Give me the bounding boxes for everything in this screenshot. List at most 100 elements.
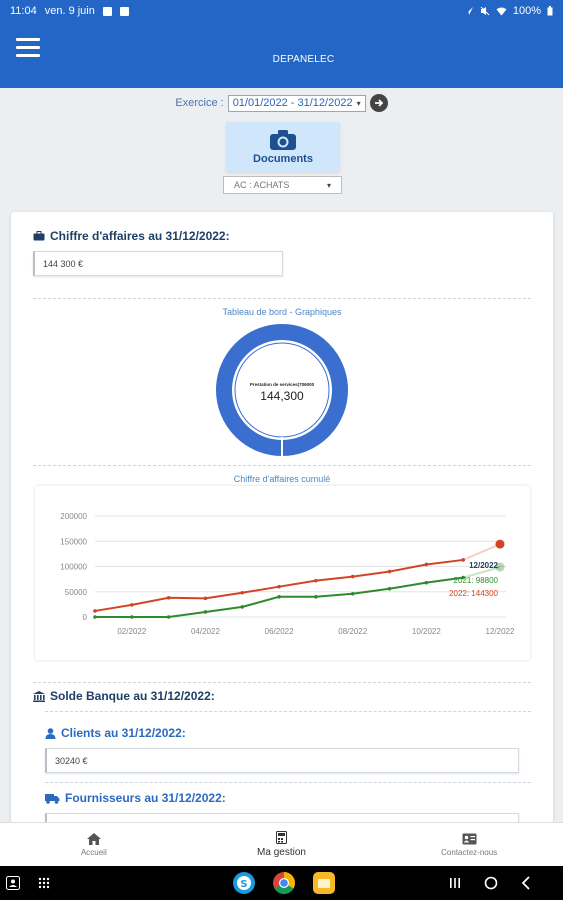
y-tick-label: 100000 — [60, 563, 87, 572]
divider — [33, 682, 531, 683]
recent-apps-icon[interactable] — [449, 877, 461, 889]
data-point-2022 — [496, 540, 505, 549]
y-tick-label: 200000 — [60, 512, 87, 521]
skype-icon[interactable]: S — [233, 872, 255, 894]
clients-value: 30240 € — [45, 748, 519, 773]
journal-select-value: AC : ACHATS — [234, 180, 289, 190]
data-point-2021 — [277, 595, 281, 599]
x-tick-label: 06/2022 — [265, 627, 294, 636]
data-point-2022 — [277, 585, 281, 589]
location-icon — [464, 6, 474, 16]
status-date: ven. 9 juin — [45, 5, 95, 17]
chevron-down-icon: ▾ — [357, 99, 361, 108]
series-line-last-2022 — [463, 544, 500, 560]
app-title: DEPANELEC — [0, 54, 563, 65]
tooltip-header: 12/2022 — [469, 561, 498, 570]
nav-home-label: Accueil — [81, 848, 107, 857]
tooltip-line-2022: 2022: 144300 — [449, 589, 498, 598]
data-point-2021 — [314, 595, 318, 599]
nav-gestion[interactable]: Ma gestion — [188, 823, 376, 866]
x-tick-label: 04/2022 — [191, 627, 220, 636]
gallery-notification-icon — [103, 7, 112, 16]
chiffre-affaires-title: Chiffre d'affaires au 31/12/2022: — [33, 229, 230, 243]
folder-app-icon[interactable] — [313, 872, 335, 894]
nav-gestion-label: Ma gestion — [257, 847, 306, 858]
data-point-2021 — [93, 615, 97, 619]
exercice-select[interactable]: 01/01/2022 - 31/12/2022 ▾ — [228, 95, 366, 112]
data-point-2022 — [388, 570, 392, 574]
back-icon[interactable] — [520, 876, 532, 890]
data-point-2021 — [167, 615, 171, 619]
y-tick-label: 150000 — [60, 537, 87, 546]
nav-contact-label: Contactez-nous — [441, 848, 497, 857]
donut-chart: Prestation de services(706000 144,300 — [216, 324, 348, 456]
divider — [45, 782, 531, 783]
status-bar: 11:04 ven. 9 juin 100% — [0, 0, 563, 22]
exercice-label: Exercice : — [175, 97, 223, 109]
y-tick-label: 0 — [83, 613, 88, 622]
data-point-2022 — [425, 563, 429, 567]
exercice-row: Exercice : 01/01/2022 - 31/12/2022 ▾ — [0, 94, 563, 112]
fournisseurs-title-text: Fournisseurs au 31/12/2022: — [65, 791, 226, 805]
documents-button[interactable]: Documents — [226, 122, 340, 172]
clients-title-text: Clients au 31/12/2022: — [61, 726, 186, 740]
go-arrow-button[interactable] — [370, 94, 388, 112]
clients-title: Clients au 31/12/2022: — [45, 726, 186, 740]
data-point-2022 — [314, 579, 318, 583]
data-point-2021 — [425, 581, 429, 585]
journal-select[interactable]: AC : ACHATS ▾ — [223, 176, 342, 194]
x-tick-label: 10/2022 — [412, 627, 441, 636]
cumul-caption: Chiffre d'affaires cumulé — [11, 474, 553, 484]
status-time: 11:04 — [10, 5, 37, 17]
divider — [33, 465, 531, 466]
y-tick-label: 50000 — [65, 588, 88, 597]
donut-center-value: 144,300 — [216, 389, 348, 403]
app-bar: DEPANELEC — [0, 22, 563, 88]
data-point-2022 — [204, 597, 208, 601]
data-point-2022 — [240, 591, 244, 595]
tooltip-line-2021: 2021: 98800 — [454, 576, 499, 585]
wifi-icon — [496, 6, 507, 16]
data-point-2021 — [130, 615, 134, 619]
chiffre-affaires-title-text: Chiffre d'affaires au 31/12/2022: — [50, 229, 230, 243]
chiffre-affaires-value: 144 300 € — [33, 251, 283, 276]
mute-icon — [480, 6, 490, 16]
battery-level: 100% — [513, 5, 541, 17]
battery-icon — [547, 6, 553, 16]
line-chart-svg: 200000 150000 100000 50000 0 02/2022 04/2022 06… — [35, 486, 530, 660]
data-point-2021 — [388, 587, 392, 591]
svg-text:S: S — [240, 879, 247, 890]
divider — [45, 711, 531, 712]
chrome-icon[interactable] — [273, 872, 295, 894]
fournisseurs-title: Fournisseurs au 31/12/2022: — [45, 791, 226, 805]
contact-card-icon — [462, 833, 477, 845]
nav-contact[interactable]: Contactez-nous — [375, 823, 563, 866]
user-icon — [45, 728, 56, 739]
arrow-right-icon — [374, 98, 384, 108]
data-point-2022 — [351, 575, 355, 579]
x-tick-label: 08/2022 — [338, 627, 367, 636]
data-point-2022 — [167, 596, 171, 600]
dashboard-caption: Tableau de bord - Graphiques — [11, 307, 553, 317]
x-tick-label: 12/2022 — [486, 627, 515, 636]
divider — [33, 298, 531, 299]
check-notification-icon — [120, 7, 129, 16]
data-point-2021 — [240, 605, 244, 609]
donut-center-label: Prestation de services(706000 — [216, 382, 348, 387]
screenshot-icon[interactable] — [6, 876, 20, 890]
home-icon — [87, 833, 101, 845]
dashboard-card: Chiffre d'affaires au 31/12/2022: 144 30… — [11, 212, 553, 832]
apps-grid-icon[interactable] — [38, 877, 50, 889]
solde-banque-title-text: Solde Banque au 31/12/2022: — [50, 689, 215, 703]
solde-banque-title: Solde Banque au 31/12/2022: — [33, 689, 215, 703]
documents-label: Documents — [253, 153, 313, 165]
data-point-2022 — [130, 603, 134, 607]
bank-icon — [33, 691, 45, 702]
home-circle-icon[interactable] — [484, 876, 498, 890]
exercice-value: 01/01/2022 - 31/12/2022 — [233, 97, 353, 109]
nav-home[interactable]: Accueil — [0, 823, 188, 866]
camera-icon — [269, 129, 297, 151]
data-point-2022 — [461, 558, 465, 562]
data-point-2021 — [351, 592, 355, 596]
briefcase-icon — [33, 231, 45, 241]
